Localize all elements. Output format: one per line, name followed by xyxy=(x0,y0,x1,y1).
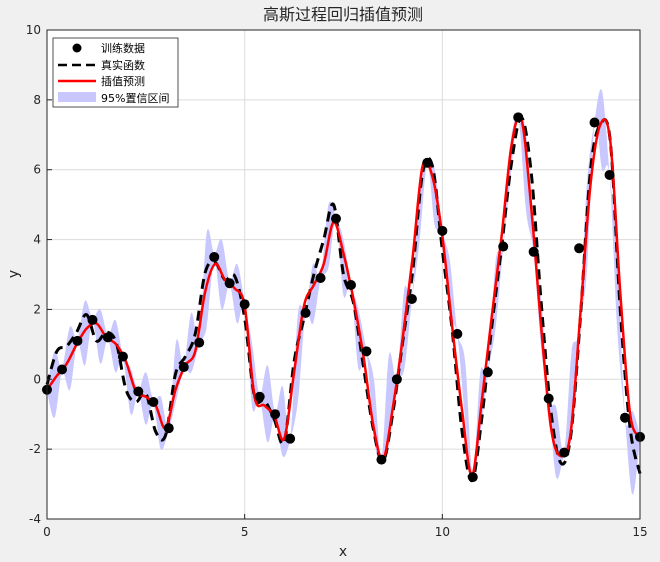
training-point xyxy=(467,472,478,483)
training-point xyxy=(437,225,448,236)
legend-label-band: 95%置信区间 xyxy=(101,92,169,105)
training-point xyxy=(391,374,402,385)
training-point xyxy=(528,246,539,257)
training-point xyxy=(330,213,341,224)
training-point xyxy=(346,279,357,290)
y-axis-label: y xyxy=(6,270,22,278)
training-points xyxy=(42,112,645,483)
y-tick-label: 8 xyxy=(33,93,41,107)
training-point xyxy=(513,112,524,123)
y-tick-label: 2 xyxy=(33,302,41,316)
training-point xyxy=(315,272,326,283)
training-point xyxy=(194,337,205,348)
y-tick-label: 10 xyxy=(26,23,41,37)
training-point xyxy=(178,362,189,373)
training-point xyxy=(285,433,296,444)
legend-marker-band xyxy=(58,92,96,102)
y-tick-label: -2 xyxy=(29,442,41,456)
y-tick-label: 6 xyxy=(33,163,41,177)
chart-title: 高斯过程回归插值预测 xyxy=(263,5,423,24)
training-point xyxy=(559,447,570,458)
x-axis-ticks: 0 5 10 15 xyxy=(43,514,648,539)
training-point xyxy=(498,241,509,252)
x-axis-label: x xyxy=(339,544,347,560)
x-tick-label: 5 xyxy=(241,525,249,539)
training-point xyxy=(361,346,372,357)
training-point xyxy=(482,367,493,378)
training-point xyxy=(57,364,68,375)
training-point xyxy=(209,252,220,263)
training-point xyxy=(406,293,417,304)
plot-frame xyxy=(46,29,641,520)
training-point xyxy=(224,278,235,289)
training-point xyxy=(254,391,265,402)
legend-marker-training xyxy=(72,43,82,53)
training-point xyxy=(163,423,174,434)
x-tick-label: 15 xyxy=(632,525,647,539)
training-point xyxy=(604,169,615,180)
legend-label-training: 训练数据 xyxy=(101,41,145,55)
y-tick-label: 0 xyxy=(33,372,41,386)
x-tick-label: 10 xyxy=(435,525,450,539)
confidence-band-area xyxy=(47,89,640,495)
y-tick-label: 4 xyxy=(33,233,41,247)
y-axis-ticks: -4 -2 0 2 4 6 8 10 xyxy=(26,23,52,526)
training-point xyxy=(300,307,311,318)
training-point xyxy=(574,243,585,254)
training-point xyxy=(376,454,387,465)
training-point xyxy=(452,328,463,339)
training-point xyxy=(270,409,281,420)
legend-label-prediction: 插值预测 xyxy=(101,74,145,88)
training-point xyxy=(239,299,250,310)
training-point xyxy=(543,393,554,404)
training-point xyxy=(102,332,113,343)
training-point xyxy=(589,117,600,128)
legend-label-true: 真实函数 xyxy=(101,58,145,72)
training-point xyxy=(87,314,98,325)
training-point xyxy=(133,386,144,397)
x-tick-label: 0 xyxy=(43,525,51,539)
training-point xyxy=(422,157,433,168)
confidence-band xyxy=(47,89,640,495)
training-point xyxy=(72,335,83,346)
legend: 训练数据 真实函数 插值预测 95%置信区间 xyxy=(52,37,179,108)
y-tick-label: -4 xyxy=(29,512,41,526)
training-point xyxy=(619,412,630,423)
training-point xyxy=(148,396,159,407)
training-point xyxy=(117,351,128,362)
